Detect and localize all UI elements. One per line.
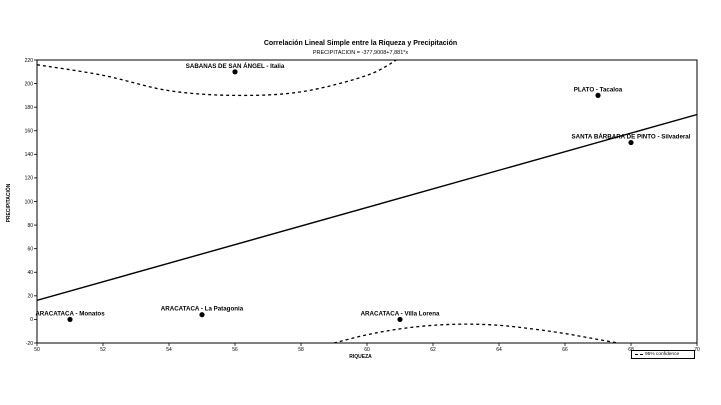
x-tick-label: 52 — [100, 347, 106, 353]
x-tick-label: 60 — [364, 347, 370, 353]
y-tick-label: 80 — [27, 223, 33, 229]
y-tick-label: 100 — [25, 199, 34, 205]
regression-equation: PRECIPITACION = -377,9008+7,881*x — [312, 50, 409, 56]
x-tick-label: 64 — [496, 347, 502, 353]
point-label: ARACATACA - Monatos — [35, 310, 105, 317]
chart-title: Correlación Lineal Simple entre la Rique… — [263, 40, 458, 47]
point-label: ARACATACA - La Patagonia — [161, 306, 244, 313]
legend-label-confidence: 95% confidence — [645, 352, 680, 357]
data-point — [199, 312, 205, 318]
regression-line — [37, 113, 697, 302]
y-tick-label: 220 — [25, 58, 34, 64]
point-label: PLATO - Tacaloa — [574, 86, 623, 93]
confidence-band-lower — [333, 323, 622, 343]
y-tick-label: 200 — [25, 81, 34, 87]
x-tick-label: 70 — [694, 347, 700, 353]
plot-area — [37, 60, 697, 343]
data-point — [628, 139, 634, 146]
point-label: ARACATACA - Villa Lorena — [361, 310, 440, 317]
x-axis-label: RIQUEZA — [349, 354, 372, 360]
x-tick-label: 50 — [34, 347, 40, 353]
x-tick-label: 66 — [562, 347, 568, 353]
x-tick-label: 62 — [430, 347, 436, 353]
y-tick-label: 0 — [30, 317, 33, 323]
y-tick-label: 180 — [25, 105, 34, 111]
x-tick-label: 56 — [232, 347, 238, 353]
x-tick-label: 58 — [298, 347, 304, 353]
data-point — [232, 69, 238, 75]
legend: 95% confidence — [631, 350, 695, 359]
y-tick-label: 160 — [25, 129, 34, 135]
legend-swatch-confidence — [635, 354, 643, 355]
y-tick-label: 20 — [27, 294, 33, 300]
data-point — [595, 92, 601, 98]
point-label: SANTA BÁRBARA DE PINTO - Silvaderal — [572, 134, 691, 141]
y-tick-label: -20 — [26, 341, 33, 347]
data-point — [67, 316, 73, 323]
y-tick-label: 40 — [27, 270, 33, 276]
y-tick-label: 140 — [25, 152, 34, 158]
point-label: SABANAS DE SAN ÁNGEL - Italia — [186, 63, 285, 70]
y-tick-label: 120 — [25, 176, 34, 182]
data-point — [397, 316, 403, 323]
confidence-band-upper — [37, 60, 398, 97]
plot-frame — [36, 59, 698, 344]
y-tick-label: 60 — [27, 246, 33, 252]
x-tick-label: 54 — [166, 347, 172, 353]
